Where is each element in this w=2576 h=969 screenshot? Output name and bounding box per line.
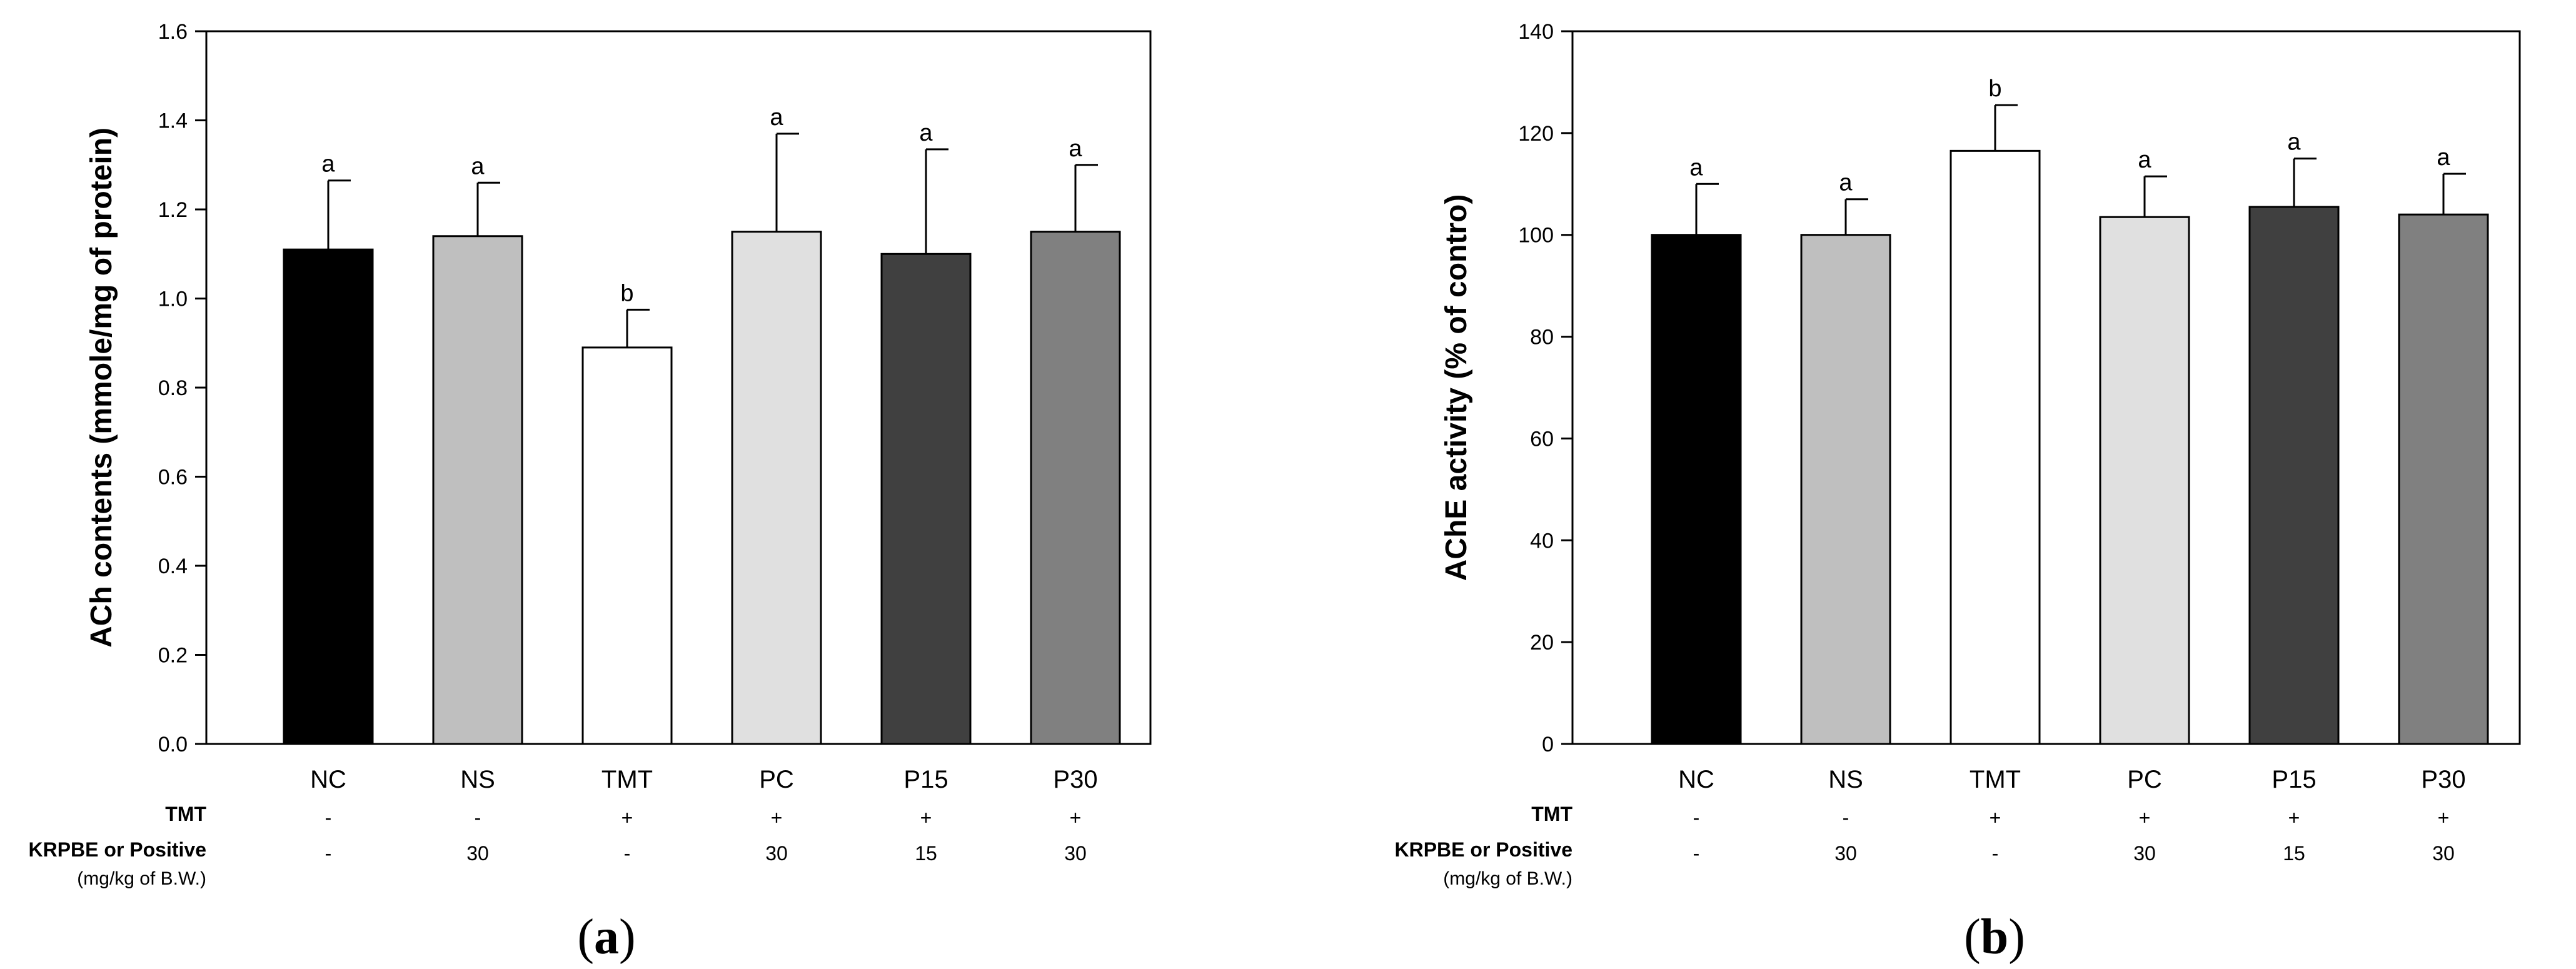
treatment-value: - [624,842,631,865]
treatment-value: + [1070,806,1082,829]
treatment-value: 30 [1834,842,1857,865]
treatment-value: - [1693,806,1700,829]
treatment-value: 30 [2432,842,2455,865]
category-label: P30 [2421,766,2465,793]
significance-label: a [919,120,933,146]
bar-p30 [1030,231,1121,745]
treatment-value: - [1992,842,1999,865]
significance-label: a [1069,136,1082,162]
bar-p15 [880,253,972,745]
significance-label: b [1988,76,2001,102]
treatment-value: - [325,806,332,829]
panel-caption: (b) [1964,910,2025,965]
panel-a: 0.0 0.2 0.4 0.6 0.8 1.0 1.2 1.4 1.6 ACh contents … [28,20,1152,965]
treatment-row-label: TMT [165,803,206,825]
treatment-value: - [1693,842,1700,865]
y-axis-title: AChE activity (% of contro) [1440,194,1473,581]
significance-label: a [2138,147,2151,173]
caption-close: ) [2008,910,2025,965]
treatment-value: 30 [466,842,489,865]
treatment-value: + [771,806,783,829]
bar-pc [2099,216,2190,745]
bar-p30 [2398,213,2489,745]
y-axis-title: ACh contents (mmole/mg of protein) [85,128,118,648]
y-tick-label: 80 [1530,326,1554,349]
y-tick-label: 40 [1530,529,1554,553]
treatment-value: 30 [2133,842,2156,865]
category-label: NC [310,766,346,793]
treatment-value: + [621,806,633,829]
category-label: P30 [1053,766,1097,793]
treatment-value: 30 [765,842,788,865]
y-tick-label: 0.0 [158,733,188,756]
y-tick-label: 0.8 [158,376,188,400]
caption-close: ) [619,910,636,965]
treatment-value: 15 [2283,842,2305,865]
treatment-row-sublabel: (mg/kg of B.W.) [77,868,206,889]
significance-label: a [2287,129,2301,156]
bar-ns [432,235,523,745]
treatment-value: 15 [915,842,937,865]
bar-nc [283,248,374,745]
caption-open: ( [1964,910,1981,965]
treatment-row-label: TMT [1531,803,1572,825]
significance-label: a [2437,144,2450,171]
bar-tmt [581,346,673,745]
significance-label: a [471,153,485,179]
y-tick-label: 0.2 [158,644,188,668]
bar-tmt [1950,149,2041,745]
caption-letter: b [1981,910,2009,965]
bar-ns [1800,234,1891,745]
y-tick-label: 0.4 [158,555,188,578]
y-tick-label: 1.6 [158,20,188,44]
category-label: NS [1828,766,1863,793]
y-tick-label: 20 [1530,631,1554,655]
y-tick-label: 1.4 [158,109,188,133]
bar-p15 [2248,206,2340,745]
y-tick-label: 0.6 [158,466,188,490]
y-tick-label: 100 [1518,224,1554,248]
y-tick-label: 60 [1530,427,1554,451]
treatment-row-sublabel: (mg/kg of B.W.) [1443,868,1572,889]
treatment-value: - [325,842,332,865]
caption-letter: a [594,910,619,965]
panel-caption: (a) [577,910,635,965]
treatment-row-label: KRPBE or Positive [1394,838,1572,861]
treatment-value: + [920,806,932,829]
treatment-value: + [2288,806,2300,829]
plot-frame [1571,30,2521,745]
significance-label: a [321,151,335,178]
bar-nc [1651,234,1742,745]
category-label: PC [759,766,794,793]
category-label: P15 [903,766,948,793]
treatment-value: + [2438,806,2450,829]
treatment-value: + [1990,806,2001,829]
treatment-value: - [475,806,481,829]
y-tick-label: 120 [1518,122,1554,146]
category-label: TMT [601,766,653,793]
category-label: TMT [1970,766,2021,793]
bar-pc [731,231,822,745]
treatment-value: 30 [1064,842,1087,865]
category-label: NS [460,766,495,793]
category-label: PC [2127,766,2162,793]
treatment-value: - [1843,806,1849,829]
significance-label: a [770,104,783,131]
y-tick-label: 1.2 [158,198,188,222]
category-label: NC [1678,766,1714,793]
panel-b: 0 20 40 60 80 100 120 140 AChE activity (% of co… [1394,20,2521,965]
y-tick-label: 0 [1542,733,1554,756]
y-tick-label: 140 [1518,20,1554,44]
significance-label: a [1839,170,1853,196]
significance-label: b [620,280,633,306]
caption-open: ( [577,910,594,965]
treatment-row-label: KRPBE or Positive [28,838,206,861]
y-tick-label: 1.0 [158,288,188,311]
treatment-value: + [2139,806,2151,829]
category-label: P15 [2272,766,2316,793]
significance-label: a [1689,154,1703,181]
